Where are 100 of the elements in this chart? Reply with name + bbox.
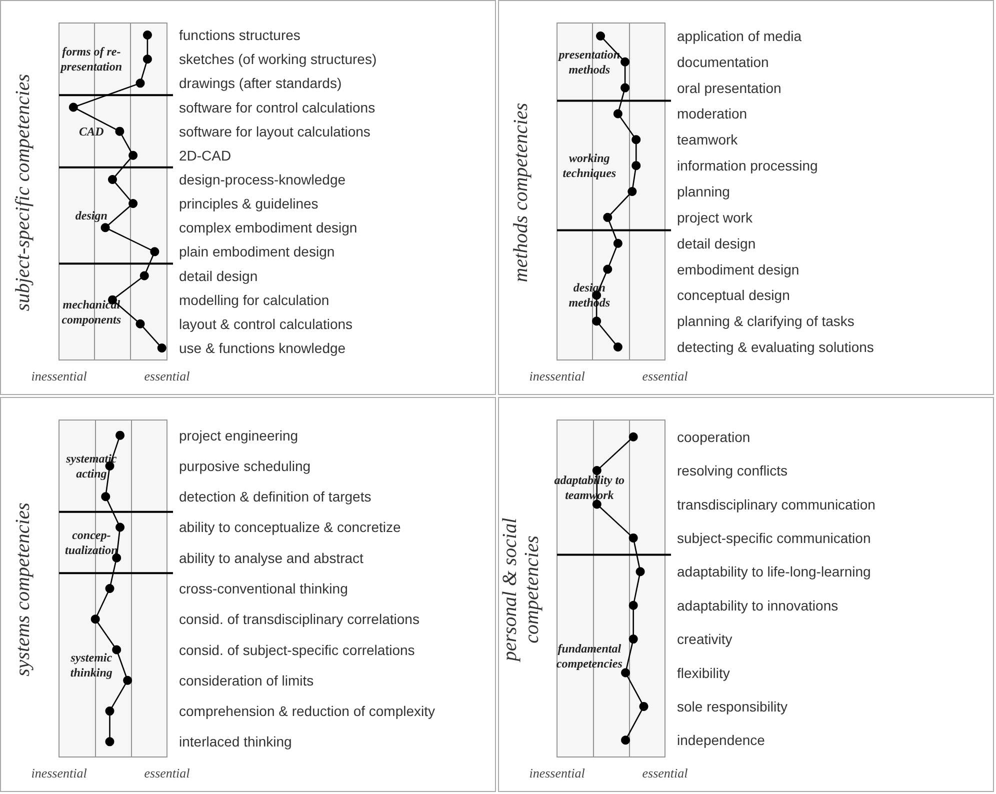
point xyxy=(632,135,641,144)
point xyxy=(108,174,117,184)
point xyxy=(136,78,145,88)
point xyxy=(613,342,622,352)
y-tick-label: cooperation xyxy=(677,428,750,445)
y-tick-label: embodiment design xyxy=(677,261,800,278)
point xyxy=(592,466,602,476)
y-tick-label: moderation xyxy=(677,106,748,122)
y-tick-label: documentation xyxy=(677,54,769,70)
point xyxy=(142,30,152,40)
y-tick-label: detail design xyxy=(677,235,756,252)
text: essential xyxy=(642,368,688,384)
y-tick-label: detection & definition of targets xyxy=(179,488,372,505)
point xyxy=(632,161,641,170)
y-tick-label: sketches (of working structures) xyxy=(179,51,377,68)
y-tick-label: adaptability to innovations xyxy=(677,597,838,614)
point xyxy=(112,553,122,562)
point xyxy=(157,343,166,352)
y-axis-title: methods competencies xyxy=(510,102,532,282)
point xyxy=(142,54,152,64)
point xyxy=(90,614,100,624)
band-label: fundamental competencies xyxy=(556,641,623,670)
y-tick-label: plain embodiment design xyxy=(179,244,335,260)
y-tick-label: use & functions knowledge xyxy=(179,340,346,356)
text: inessential xyxy=(31,766,88,780)
point xyxy=(116,522,125,532)
point xyxy=(68,102,78,112)
point xyxy=(620,57,630,66)
y-tick-label: software for layout calculations xyxy=(179,123,370,140)
y-tick-label: teamwork xyxy=(677,132,739,148)
point xyxy=(613,109,622,118)
band-label: presentation methods xyxy=(558,47,620,76)
y-tick-label: planning & clarifying of tasks xyxy=(677,313,854,330)
y-tick-label: creativity xyxy=(677,631,732,648)
y-tick-label: consid. of subject-specific correlations xyxy=(179,642,415,658)
y-axis-title: personal & social competencies xyxy=(499,517,543,664)
point xyxy=(628,187,637,196)
y-tick-label: interlaced thinking xyxy=(179,734,292,750)
y-axis-title: subject-specific competencies xyxy=(12,74,34,312)
point xyxy=(150,247,160,256)
y-tick-label: complex embodiment design xyxy=(179,220,358,236)
y-tick-label: project engineering xyxy=(179,427,298,444)
point xyxy=(116,430,125,440)
y-tick-label: subject-specific communication xyxy=(677,530,871,546)
y-tick-label: oral presentation xyxy=(677,80,782,96)
y-tick-label: adaptability to life-long-learning xyxy=(677,564,871,580)
point xyxy=(140,271,149,280)
point xyxy=(128,150,138,160)
point xyxy=(105,584,114,593)
y-tick-label: principles & guidelines xyxy=(179,196,318,212)
point xyxy=(639,702,648,711)
point xyxy=(628,533,638,542)
point xyxy=(603,264,612,274)
y-axis-title: systems competencies xyxy=(12,502,34,676)
y-tick-label: transdisciplinary communication xyxy=(677,496,876,512)
text: essential xyxy=(144,766,190,780)
point xyxy=(123,676,132,685)
point xyxy=(112,645,122,654)
point xyxy=(596,31,606,40)
y-tick-label: drawings (after standards) xyxy=(179,75,342,92)
y-tick-label: consideration of limits xyxy=(179,672,314,688)
y-tick-label: independence xyxy=(677,732,766,748)
y-tick-label: conceptual design xyxy=(677,287,790,304)
point xyxy=(136,319,145,328)
point xyxy=(100,223,110,232)
point xyxy=(628,600,638,610)
text: inessential xyxy=(529,766,586,780)
point xyxy=(628,432,638,442)
y-tick-label: consid. of transdisciplinary correlations xyxy=(179,611,420,628)
text: inessential xyxy=(31,368,88,384)
point xyxy=(592,316,602,326)
y-tick-label: functions structures xyxy=(179,27,300,44)
y-tick-label: layout & control calculations xyxy=(179,316,353,332)
y-tick-label: resolving conflicts xyxy=(677,462,788,479)
y-tick-label: sole responsibility xyxy=(677,698,788,714)
band-label: systemic thinking xyxy=(70,650,113,680)
text: essential xyxy=(144,368,190,384)
point xyxy=(636,567,645,576)
y-tick-label: comprehension & reduction of complexity xyxy=(179,703,436,720)
band-label: forms of re- presentation xyxy=(60,44,122,74)
y-tick-label: detail design xyxy=(179,268,258,284)
band-label: concep- tualization xyxy=(65,528,118,558)
point xyxy=(101,492,110,502)
y-tick-label: ability to conceptualize & concretize xyxy=(179,519,401,536)
point xyxy=(628,634,638,644)
y-tick-label: application of media xyxy=(677,28,802,44)
text: essential xyxy=(642,766,688,780)
y-tick-label: planning xyxy=(677,184,730,200)
point xyxy=(621,736,630,745)
point xyxy=(128,199,138,208)
point xyxy=(620,83,630,92)
point xyxy=(105,706,114,716)
y-tick-label: software for control calculations xyxy=(179,99,376,116)
y-tick-label: purposive scheduling xyxy=(179,458,311,474)
y-tick-label: design-process-knowledge xyxy=(179,171,346,188)
point xyxy=(603,212,612,222)
y-tick-label: flexibility xyxy=(677,664,730,681)
y-tick-label: 2D-CAD xyxy=(179,147,232,164)
y-tick-label: cross-conventional thinking xyxy=(179,580,348,596)
point xyxy=(613,238,622,248)
